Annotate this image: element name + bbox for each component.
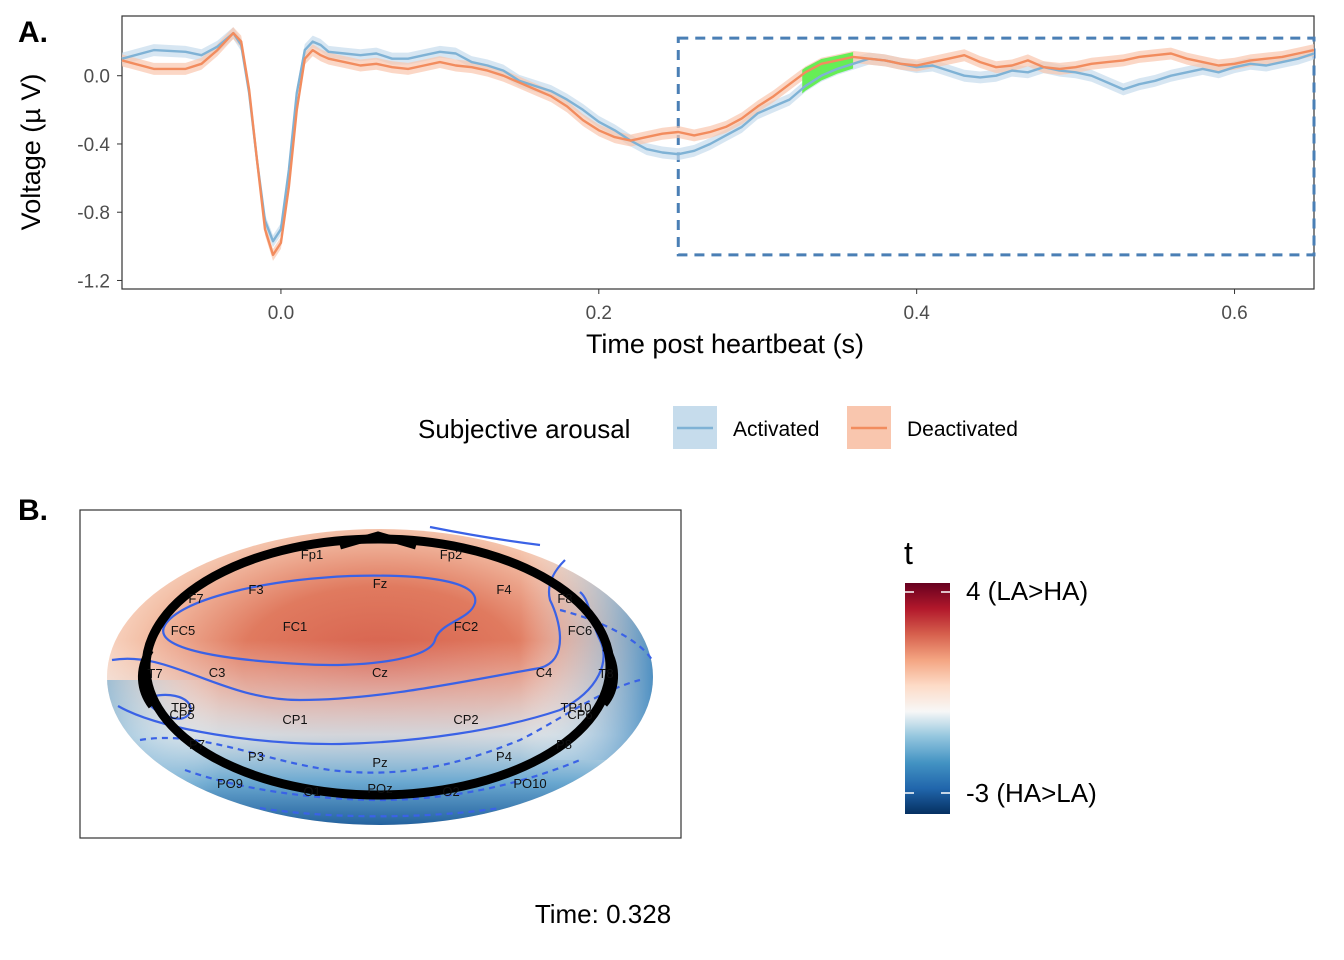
y-axis-ticks: 0.0 -0.4 -0.8 -1.2 <box>77 67 122 292</box>
electrode-f4: F4 <box>496 582 511 597</box>
contour-positive-inner <box>162 574 477 667</box>
line-deactivated <box>121 31 1315 257</box>
y-tick-label: -1.2 <box>77 271 110 292</box>
electrode-pz: Pz <box>372 755 387 770</box>
colorbar: t 4 (LA>HA) -3 (HA>LA) <box>904 535 1097 814</box>
electrode-fc1: FC1 <box>283 619 308 634</box>
head-outline <box>138 531 618 800</box>
contour-dashed-right <box>559 608 653 661</box>
x-axis-title: Time post heartbeat (s) <box>586 329 864 359</box>
electrode-p3: P3 <box>248 749 264 764</box>
electrode-po9: PO9 <box>217 776 243 791</box>
contour-zero <box>111 559 566 702</box>
electrode-f7: F7 <box>188 591 203 606</box>
nose-icon <box>339 531 417 550</box>
x-tick-label: 0.4 <box>903 303 930 324</box>
electrode-fp2: Fp2 <box>440 547 462 562</box>
electrode-cp2: CP2 <box>453 712 478 727</box>
x-tick-label: 0.0 <box>268 303 294 324</box>
contour-dashed-2 <box>184 758 581 802</box>
electrode-cp1: CP1 <box>282 712 307 727</box>
electrode-p4: P4 <box>496 749 512 764</box>
line-chart: 0.0 0.2 0.4 0.6 0.0 -0.4 -0.8 -1.2 Time post h… <box>16 15 1316 359</box>
panel-b-label: B. <box>18 494 48 527</box>
electrode-cp5: CP5 <box>169 707 194 722</box>
y-axis-title: Voltage (µ V) <box>16 74 46 231</box>
electrode-labels: Fp1 Fp2 F7 F3 Fz F4 F8 FC5 FC1 FC2 FC6 T7 C3 Cz C4 T8 TP… <box>147 547 613 799</box>
topo-map: Fp1 Fp2 F7 F3 Fz F4 F8 FC5 FC1 FC2 FC6 T7 C3 Cz C4 T8 TP… <box>79 509 682 839</box>
ribbons <box>122 27 1314 261</box>
series-lines <box>121 31 1315 257</box>
contour-right-top <box>429 525 541 547</box>
line-activated <box>121 31 1315 243</box>
right-ear-icon <box>600 645 618 707</box>
ribbon-activated <box>122 27 1314 248</box>
electrode-o1: O1 <box>303 784 320 799</box>
electrode-p8: P8 <box>556 737 572 752</box>
y-tick-label: -0.8 <box>77 203 110 224</box>
electrode-poz: POz <box>367 781 392 796</box>
electrode-p7: P7 <box>189 737 205 752</box>
electrode-o2: O2 <box>442 784 459 799</box>
electrode-fc6: FC6 <box>568 623 593 638</box>
electrode-tp10: TP10 <box>560 700 591 715</box>
colorbar-max-label: 4 (LA>HA) <box>966 576 1088 606</box>
electrode-cp6: CP6 <box>567 707 592 722</box>
time-label: Time: 0.328 <box>535 899 671 929</box>
electrode-fz: Fz <box>373 576 387 591</box>
y-tick-label: 0.0 <box>84 67 110 88</box>
x-axis-ticks: 0.0 0.2 0.4 0.6 <box>268 289 1248 324</box>
contour-dashed-1 <box>139 678 641 774</box>
electrode-po10: PO10 <box>513 776 546 791</box>
x-tick-label: 0.6 <box>1221 303 1247 324</box>
electrode-fp1: Fp1 <box>301 547 323 562</box>
electrode-t8: T8 <box>598 666 613 681</box>
legend-label-activated: Activated <box>733 418 819 441</box>
electrode-fc2: FC2 <box>454 619 479 634</box>
legend-title: Subjective arousal <box>418 414 630 444</box>
electrode-cz: Cz <box>372 665 388 680</box>
legend-item-activated: Activated <box>673 406 819 449</box>
electrode-t7: T7 <box>147 666 162 681</box>
left-ear-icon <box>138 647 156 709</box>
legend: Subjective arousal Activated Deactivated <box>418 406 1018 449</box>
colorbar-title: t <box>904 535 913 571</box>
electrode-f3: F3 <box>248 582 263 597</box>
electrode-c4: C4 <box>536 665 553 680</box>
electrode-tp9: TP9 <box>171 700 195 715</box>
y-tick-label: -0.4 <box>77 135 110 156</box>
x-tick-label: 0.2 <box>586 303 612 324</box>
panel-a-label: A. <box>18 16 48 49</box>
legend-item-deactivated: Deactivated <box>847 406 1018 449</box>
contour-dashed-3 <box>259 806 501 818</box>
electrode-fc5: FC5 <box>171 623 196 638</box>
colorbar-gradient <box>905 583 950 814</box>
legend-label-deactivated: Deactivated <box>907 418 1018 441</box>
electrode-c3: C3 <box>209 665 226 680</box>
electrode-f8: F8 <box>557 591 572 606</box>
colorbar-min-label: -3 (HA>LA) <box>966 778 1097 808</box>
